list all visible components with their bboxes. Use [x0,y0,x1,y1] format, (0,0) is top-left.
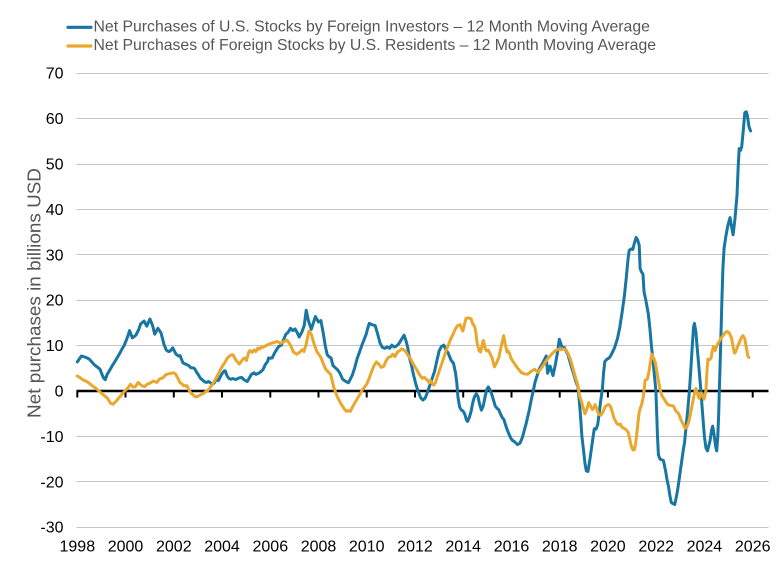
svg-text:2010: 2010 [349,539,385,556]
svg-text:20: 20 [46,293,64,310]
svg-text:70: 70 [46,66,64,83]
svg-text:2018: 2018 [542,539,578,556]
svg-text:50: 50 [46,157,64,174]
svg-text:2000: 2000 [108,539,144,556]
svg-text:2004: 2004 [204,539,240,556]
svg-text:-20: -20 [40,474,63,491]
svg-text:2022: 2022 [638,539,674,556]
svg-text:0: 0 [55,384,64,401]
svg-text:2002: 2002 [156,539,192,556]
svg-text:1998: 1998 [60,539,96,556]
svg-text:2016: 2016 [494,539,530,556]
svg-text:30: 30 [46,247,64,264]
svg-text:Net Purchases of U.S. Stocks b: Net Purchases of U.S. Stocks by Foreign … [94,18,651,35]
svg-text:-10: -10 [40,429,63,446]
svg-text:60: 60 [46,111,64,128]
svg-text:2006: 2006 [253,539,289,556]
svg-text:2026: 2026 [735,539,771,556]
svg-text:2012: 2012 [397,539,433,556]
svg-text:40: 40 [46,202,64,219]
svg-text:-30: -30 [40,520,63,537]
svg-text:2014: 2014 [445,539,481,556]
svg-text:Net purchases in billions USD: Net purchases in billions USD [25,168,46,418]
svg-text:Net Purchases of Foreign Stock: Net Purchases of Foreign Stocks by U.S. … [94,37,657,54]
svg-text:2024: 2024 [687,539,723,556]
svg-text:2008: 2008 [301,539,337,556]
svg-text:10: 10 [46,338,64,355]
svg-text:2020: 2020 [590,539,626,556]
